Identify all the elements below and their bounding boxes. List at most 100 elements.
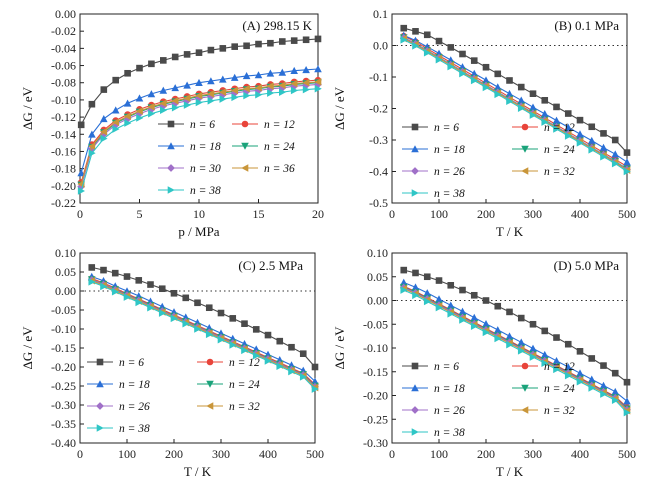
legend-marker bbox=[521, 123, 529, 131]
data-point bbox=[123, 293, 131, 301]
legend-label: n = 24 bbox=[229, 379, 260, 391]
data-point bbox=[517, 83, 525, 91]
data-point bbox=[552, 357, 561, 365]
data-point bbox=[135, 94, 144, 102]
data-point bbox=[100, 282, 108, 291]
data-point bbox=[158, 309, 167, 317]
legend-marker bbox=[521, 167, 529, 175]
data-point bbox=[423, 273, 431, 281]
legend-marker bbox=[167, 164, 175, 172]
y-tick-label: -0.05 bbox=[51, 303, 76, 317]
series-n18 bbox=[399, 278, 631, 405]
y-tick-label: -0.20 bbox=[51, 360, 76, 374]
data-point bbox=[600, 152, 608, 161]
legend-label: n = 26 bbox=[434, 405, 465, 417]
chart-panel-4: 0 100 200 300 400 500 -0.30 -0.25 -0.20 -0.15 -0.1… bbox=[332, 246, 636, 479]
series-n32 bbox=[87, 276, 319, 392]
data-point bbox=[205, 330, 214, 339]
data-point bbox=[124, 119, 132, 127]
legend-label: n = 32 bbox=[544, 166, 575, 178]
legend-label: n = 12 bbox=[544, 122, 575, 134]
x-axis-label: T / K bbox=[496, 224, 524, 239]
legend-marker bbox=[96, 358, 104, 366]
y-tick-label: -0.30 bbox=[363, 436, 388, 450]
legend-label: n = 32 bbox=[229, 401, 260, 413]
data-point bbox=[255, 90, 263, 99]
data-point bbox=[599, 143, 608, 151]
series-n6 bbox=[400, 266, 631, 386]
data-point bbox=[136, 114, 144, 122]
data-point bbox=[195, 94, 203, 103]
data-point bbox=[493, 326, 502, 334]
plot-frame bbox=[391, 252, 628, 444]
data-point bbox=[529, 320, 537, 328]
legend-marker bbox=[411, 145, 419, 153]
data-point bbox=[412, 291, 420, 300]
legend-label: n = 38 bbox=[434, 188, 465, 200]
data-point bbox=[529, 344, 537, 352]
data-point bbox=[412, 269, 419, 277]
data-point bbox=[529, 111, 537, 119]
data-point bbox=[219, 45, 227, 52]
data-point bbox=[517, 96, 526, 104]
data-point bbox=[278, 68, 287, 76]
data-point bbox=[470, 291, 478, 299]
data-point bbox=[506, 77, 513, 84]
data-point bbox=[435, 37, 443, 45]
y-tick-label: -0.18 bbox=[51, 162, 76, 176]
y-axis-label: ΔG / eV bbox=[332, 326, 347, 370]
legend-marker bbox=[411, 189, 419, 197]
data-point bbox=[288, 367, 296, 376]
data-point bbox=[302, 36, 310, 44]
data-point bbox=[77, 121, 85, 129]
data-point bbox=[470, 322, 479, 330]
legend-marker bbox=[521, 406, 529, 414]
legend-label: n = 12 bbox=[544, 361, 575, 373]
y-tick-label: -0.5 bbox=[369, 196, 388, 210]
x-axis-label: p / MPa bbox=[178, 224, 219, 239]
data-point bbox=[588, 384, 596, 392]
data-point bbox=[541, 327, 549, 335]
plot-frame bbox=[79, 252, 316, 444]
data-point bbox=[100, 127, 108, 136]
legend-marker bbox=[167, 186, 175, 194]
data-point bbox=[229, 315, 237, 322]
data-point bbox=[302, 66, 310, 74]
data-point bbox=[482, 319, 490, 328]
legend-label: n = 26 bbox=[119, 401, 150, 413]
data-point bbox=[205, 304, 213, 312]
data-point bbox=[77, 187, 85, 195]
data-point bbox=[482, 76, 490, 84]
data-point bbox=[195, 49, 203, 56]
data-point bbox=[587, 136, 596, 144]
data-point bbox=[135, 277, 143, 284]
series-n38 bbox=[77, 84, 322, 195]
data-point bbox=[171, 103, 179, 112]
legend-label: n = 24 bbox=[544, 144, 575, 156]
legend-marker bbox=[96, 402, 104, 410]
data-point bbox=[564, 340, 572, 348]
data-point bbox=[423, 289, 432, 297]
data-point bbox=[611, 396, 620, 405]
legend-marker bbox=[241, 164, 249, 172]
data-point bbox=[136, 64, 143, 72]
panel-title: (D) 5.0 MPa bbox=[554, 258, 620, 273]
data-point bbox=[255, 40, 262, 48]
data-point bbox=[207, 90, 215, 98]
legend-label: n = 6 bbox=[190, 119, 215, 131]
data-point bbox=[111, 269, 119, 277]
y-tick-label: -0.08 bbox=[51, 76, 76, 90]
data-point bbox=[159, 99, 167, 108]
data-point bbox=[311, 363, 319, 371]
data-point bbox=[147, 105, 156, 114]
y-tick-label: -0.04 bbox=[51, 41, 76, 55]
x-tick-label: 100 bbox=[118, 447, 136, 461]
data-point bbox=[135, 298, 143, 307]
x-tick-label: 0 bbox=[389, 207, 395, 221]
series-n6 bbox=[77, 35, 322, 129]
data-point bbox=[470, 57, 478, 64]
y-tick-label: -0.1 bbox=[369, 70, 388, 84]
data-point bbox=[576, 139, 584, 147]
data-point bbox=[517, 104, 526, 112]
data-point bbox=[623, 167, 631, 176]
